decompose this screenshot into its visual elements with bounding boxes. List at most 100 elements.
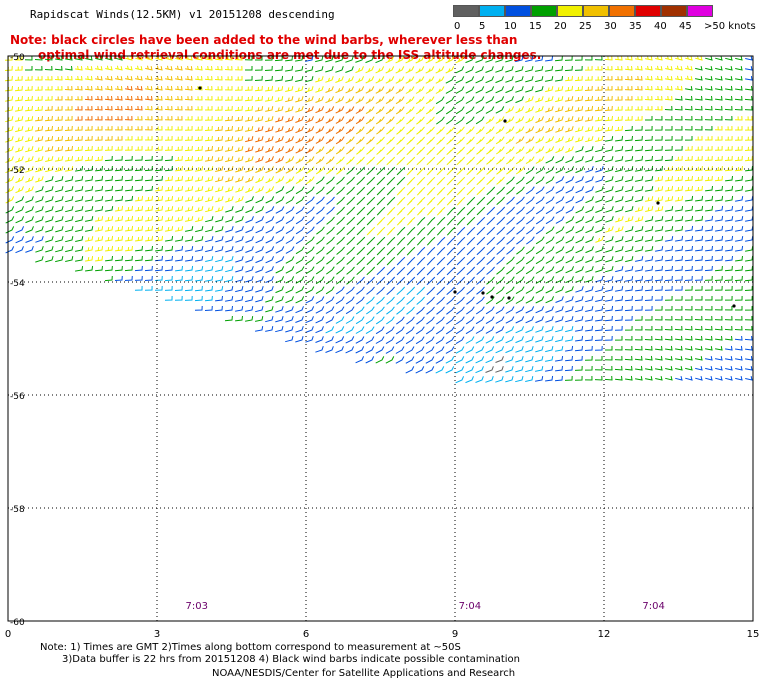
wind-barb — [145, 235, 154, 242]
wind-barb — [285, 236, 295, 244]
wind-barb — [475, 306, 485, 315]
wind-barb — [595, 216, 604, 223]
wind-barb — [215, 135, 223, 142]
wind-barb — [295, 256, 305, 265]
wind-barb — [545, 256, 555, 264]
wind-barb — [35, 216, 44, 223]
wind-barb — [624, 325, 633, 331]
wind-barb — [224, 65, 233, 71]
wind-barb — [615, 245, 624, 253]
wind-barb — [295, 326, 304, 333]
wind-barb-flag — [439, 210, 443, 214]
wind-barb — [15, 236, 25, 244]
wind-barb — [505, 146, 515, 155]
wind-barb — [65, 255, 74, 262]
wind-barb-flag — [267, 117, 270, 122]
wind-barb — [174, 275, 183, 282]
wind-barb-flag — [528, 128, 531, 132]
wind-barb — [64, 75, 73, 81]
wind-barb — [95, 265, 103, 272]
wind-barb — [654, 125, 663, 131]
wind-barb — [436, 206, 446, 216]
wind-barb-flag — [408, 78, 411, 83]
wind-barb — [385, 96, 395, 105]
wind-barb — [545, 116, 554, 123]
wind-barb — [165, 76, 173, 81]
wind-barb-flag — [438, 159, 442, 163]
wind-barb — [506, 266, 515, 275]
wind-barb-flag — [378, 149, 382, 153]
wind-barb-flag — [237, 157, 240, 162]
wind-barb — [545, 296, 555, 304]
wind-barb — [345, 96, 355, 104]
legend-label: 40 — [654, 21, 667, 32]
wind-barb — [645, 366, 653, 371]
wind-barb — [525, 176, 535, 185]
wind-barb — [255, 305, 264, 313]
wind-barb — [215, 146, 224, 152]
wind-barb — [664, 165, 673, 172]
wind-barb — [95, 175, 104, 182]
wind-barb — [44, 95, 53, 101]
wind-barb — [285, 116, 294, 123]
wind-barb — [475, 126, 485, 135]
wind-barb — [455, 316, 465, 325]
wind-barb — [456, 196, 466, 206]
wind-barb — [545, 206, 555, 215]
axis-labels: -50-52-54-56-58-600 3 6 9 12 15 — [5, 53, 760, 640]
wind-barb — [695, 365, 703, 371]
wind-barb — [605, 125, 614, 132]
wind-barb — [295, 156, 305, 164]
wind-barb — [224, 75, 233, 81]
wind-barb — [195, 155, 204, 162]
wind-barb — [675, 226, 684, 232]
wind-barb-flag — [429, 200, 433, 204]
wind-barb — [305, 326, 314, 333]
wind-barb — [396, 226, 406, 236]
wind-barb — [485, 126, 495, 135]
wind-barb-flag — [428, 129, 432, 133]
wind-barb — [724, 315, 733, 321]
wind-barb — [634, 305, 643, 311]
wind-barb-flag — [567, 117, 570, 122]
wind-barb — [495, 296, 505, 305]
wind-barb — [515, 366, 524, 373]
wind-barb — [465, 66, 475, 74]
wind-barb — [486, 206, 496, 216]
wind-barb-flag — [378, 68, 381, 72]
wind-barb — [175, 216, 184, 222]
wind-barb — [456, 126, 465, 135]
wind-barb-flag — [117, 85, 119, 90]
wind-barb — [415, 66, 425, 74]
wind-barb — [436, 186, 446, 196]
wind-barb-flag — [328, 128, 331, 133]
wind-barb — [45, 175, 54, 183]
wind-barb-flag — [308, 138, 311, 142]
wind-barb — [495, 106, 505, 114]
map-gridlines — [8, 56, 753, 621]
wind-barb-flag — [537, 117, 541, 122]
wind-barb — [235, 196, 244, 203]
wind-barb-flag — [288, 158, 291, 162]
wind-barb — [54, 75, 63, 81]
wind-barb — [615, 226, 624, 233]
wind-barb-flag — [458, 190, 463, 194]
wind-barb-flag — [197, 187, 200, 191]
wind-barb-flag — [308, 178, 312, 183]
wind-barb — [714, 285, 723, 291]
wind-barb — [5, 236, 15, 244]
wind-barb — [565, 105, 574, 113]
wind-barb-flag — [317, 77, 320, 82]
wind-barb — [675, 335, 683, 341]
wind-barb — [456, 236, 466, 246]
wind-barb — [55, 165, 64, 172]
wind-barb — [535, 355, 544, 363]
wind-barb — [664, 105, 673, 111]
wind-barb — [427, 226, 436, 236]
wind-barb-flag — [37, 137, 40, 141]
wind-barb — [605, 285, 614, 292]
wind-barb — [724, 125, 733, 131]
wind-barb — [674, 325, 683, 331]
wind-barb — [624, 345, 633, 351]
wind-barb-flag — [297, 117, 301, 122]
